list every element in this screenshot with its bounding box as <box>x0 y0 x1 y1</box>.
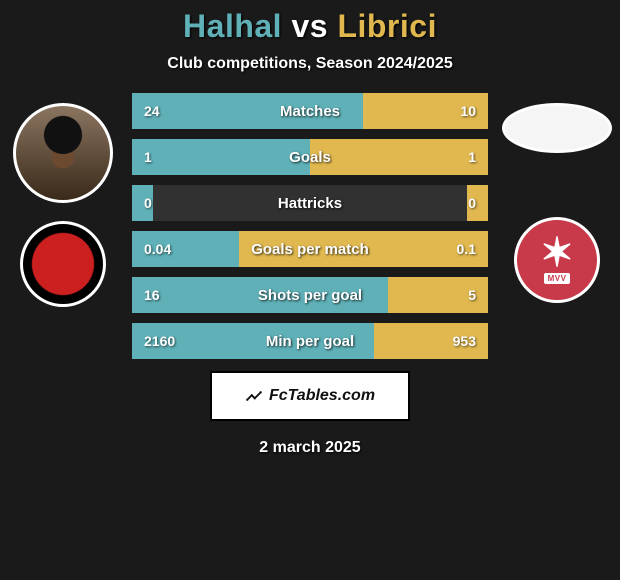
stat-left-value: 0.04 <box>144 241 171 257</box>
title: Halhal vs Librici <box>0 8 620 45</box>
player2-name: Librici <box>337 8 437 44</box>
stat-left-value: 0 <box>144 195 152 211</box>
stat-left-bar: 1 <box>132 139 310 175</box>
stat-right-bar: 0 <box>467 185 488 221</box>
stat-right-bar: 10 <box>363 93 488 129</box>
vs-text: vs <box>291 8 328 44</box>
stat-right-value: 1 <box>468 149 476 165</box>
source-text: FcTables.com <box>269 387 375 405</box>
chart-icon <box>245 387 263 405</box>
player1-name: Halhal <box>183 8 282 44</box>
left-column <box>8 93 118 307</box>
stat-left-bar: 2160 <box>132 323 374 359</box>
stats-list: 2410Matches11Goals00Hattricks0.040.1Goal… <box>132 93 488 359</box>
team2-badge-label: MVV <box>544 273 571 284</box>
team2-badge-icon: MVV <box>514 217 600 303</box>
stat-right-bar: 0.1 <box>239 231 488 267</box>
stat-right-value: 953 <box>453 333 476 349</box>
date: 2 march 2025 <box>0 439 620 457</box>
stat-left-value: 2160 <box>144 333 175 349</box>
player1-avatar <box>13 103 113 203</box>
stat-right-bar: 5 <box>388 277 488 313</box>
stat-right-value: 0 <box>468 195 476 211</box>
stat-row: 2160953Min per goal <box>132 323 488 359</box>
stat-row: 00Hattricks <box>132 185 488 221</box>
stat-left-value: 1 <box>144 149 152 165</box>
stat-mid-bar <box>153 185 466 221</box>
stat-right-value: 0.1 <box>457 241 476 257</box>
stat-row: 11Goals <box>132 139 488 175</box>
subtitle: Club competitions, Season 2024/2025 <box>0 55 620 73</box>
player2-avatar <box>502 103 612 153</box>
stat-right-value: 10 <box>460 103 476 119</box>
team1-badge-icon <box>20 221 106 307</box>
stat-left-bar: 0.04 <box>132 231 239 267</box>
stat-left-value: 16 <box>144 287 160 303</box>
stat-row: 0.040.1Goals per match <box>132 231 488 267</box>
comparison-card: Halhal vs Librici Club competitions, Sea… <box>0 0 620 457</box>
content-row: 2410Matches11Goals00Hattricks0.040.1Goal… <box>0 93 620 359</box>
stat-right-value: 5 <box>468 287 476 303</box>
stat-right-bar: 953 <box>374 323 488 359</box>
stat-left-bar: 24 <box>132 93 363 129</box>
stat-right-bar: 1 <box>310 139 488 175</box>
stat-left-bar: 0 <box>132 185 153 221</box>
stat-row: 2410Matches <box>132 93 488 129</box>
avatar-face-icon <box>22 112 104 194</box>
stat-row: 165Shots per goal <box>132 277 488 313</box>
right-column: MVV <box>502 93 612 303</box>
stat-left-value: 24 <box>144 103 160 119</box>
stat-left-bar: 16 <box>132 277 388 313</box>
source-badge[interactable]: FcTables.com <box>210 371 410 421</box>
